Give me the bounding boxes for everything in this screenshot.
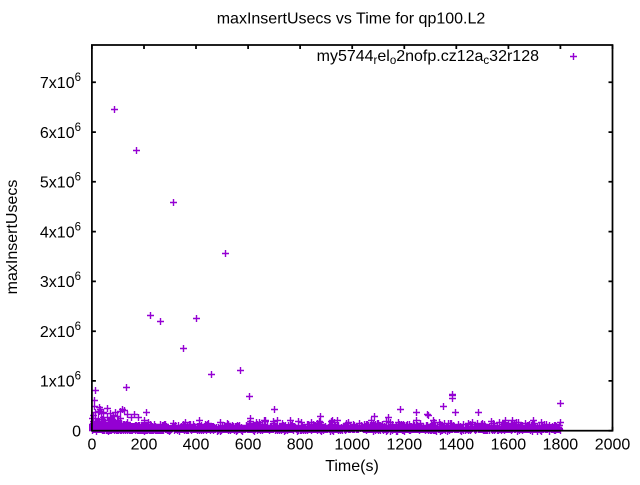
- svg-text:maxInsertUsecs: maxInsertUsecs: [4, 180, 21, 295]
- svg-text:2000: 2000: [595, 437, 631, 454]
- svg-text:1600: 1600: [491, 437, 527, 454]
- svg-text:maxInsertUsecs vs Time for qp1: maxInsertUsecs vs Time for qp100.L2: [217, 11, 486, 28]
- svg-text:2x106: 2x106: [40, 321, 81, 341]
- svg-text:1200: 1200: [387, 437, 423, 454]
- svg-text:5x106: 5x106: [40, 172, 81, 192]
- svg-text:0: 0: [72, 423, 81, 440]
- svg-text:200: 200: [131, 437, 158, 454]
- svg-text:1000: 1000: [334, 437, 370, 454]
- svg-text:800: 800: [287, 437, 314, 454]
- svg-text:400: 400: [183, 437, 210, 454]
- svg-text:1800: 1800: [543, 437, 579, 454]
- svg-text:Time(s): Time(s): [325, 458, 379, 475]
- svg-text:600: 600: [235, 437, 262, 454]
- svg-text:1x106: 1x106: [40, 371, 81, 391]
- svg-text:3x106: 3x106: [40, 271, 81, 291]
- svg-text:1400: 1400: [439, 437, 475, 454]
- svg-text:6x106: 6x106: [40, 122, 81, 142]
- svg-text:0: 0: [87, 437, 96, 454]
- svg-text:7x106: 7x106: [40, 72, 81, 92]
- svg-text:4x106: 4x106: [40, 221, 81, 241]
- svg-text:my5744relo2nofp.cz12ac32r128: my5744relo2nofp.cz12ac32r128: [317, 48, 539, 67]
